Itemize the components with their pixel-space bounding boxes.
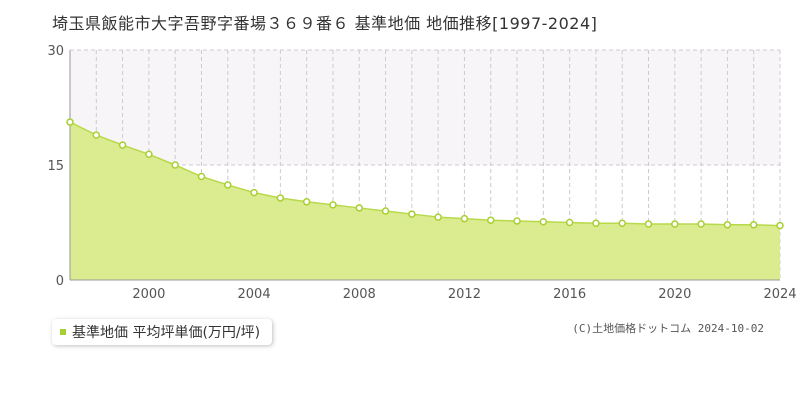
data-point (381, 207, 390, 215)
y-tick-label: 15 (47, 159, 64, 174)
data-point (145, 150, 153, 159)
copyright: (C)土地価格ドットコム 2024-10-02 (572, 322, 764, 335)
data-point (276, 194, 285, 202)
x-tick-label: 2008 (343, 287, 376, 302)
legend-marker (60, 329, 66, 335)
data-point (513, 217, 521, 225)
legend: 基準地価 平均坪単価(万円/坪) (52, 319, 273, 345)
data-point (618, 219, 626, 228)
data-point (697, 220, 705, 228)
data-point (118, 141, 127, 149)
x-tick-label: 2024 (763, 287, 796, 302)
data-point (329, 201, 337, 209)
data-point (539, 217, 548, 226)
x-tick-label: 2016 (553, 287, 586, 302)
series-area (70, 122, 780, 280)
data-point (408, 210, 416, 218)
data-point (592, 219, 600, 228)
data-point (671, 220, 679, 228)
data-point (66, 118, 74, 126)
y-tick-label: 0 (56, 274, 64, 289)
data-point (302, 198, 311, 206)
data-point (749, 221, 758, 229)
data-point (644, 220, 653, 228)
data-point (776, 221, 784, 230)
data-point (486, 216, 495, 224)
y-tick-label: 30 (47, 44, 64, 59)
data-point (355, 204, 364, 212)
data-point (565, 218, 574, 227)
legend-label: 基準地価 平均坪単価(万円/坪) (72, 325, 261, 341)
x-tick-label: 2004 (238, 287, 271, 302)
chart-title: 埼玉県飯能市大字吾野字番場３６９番６ 基準地価 地価推移[1997-2024] (52, 14, 598, 33)
series-line (69, 121, 781, 227)
data-point (250, 188, 258, 197)
x-tick-label: 2020 (658, 287, 691, 302)
data-point (460, 214, 469, 223)
data-point (723, 221, 732, 229)
x-tick-label: 2000 (132, 287, 165, 302)
data-point (92, 131, 101, 139)
data-point (197, 172, 206, 181)
data-point (224, 181, 232, 189)
data-point (171, 161, 179, 169)
x-tick-label: 2012 (448, 287, 481, 302)
plot-band (70, 50, 780, 165)
data-point (434, 213, 442, 221)
